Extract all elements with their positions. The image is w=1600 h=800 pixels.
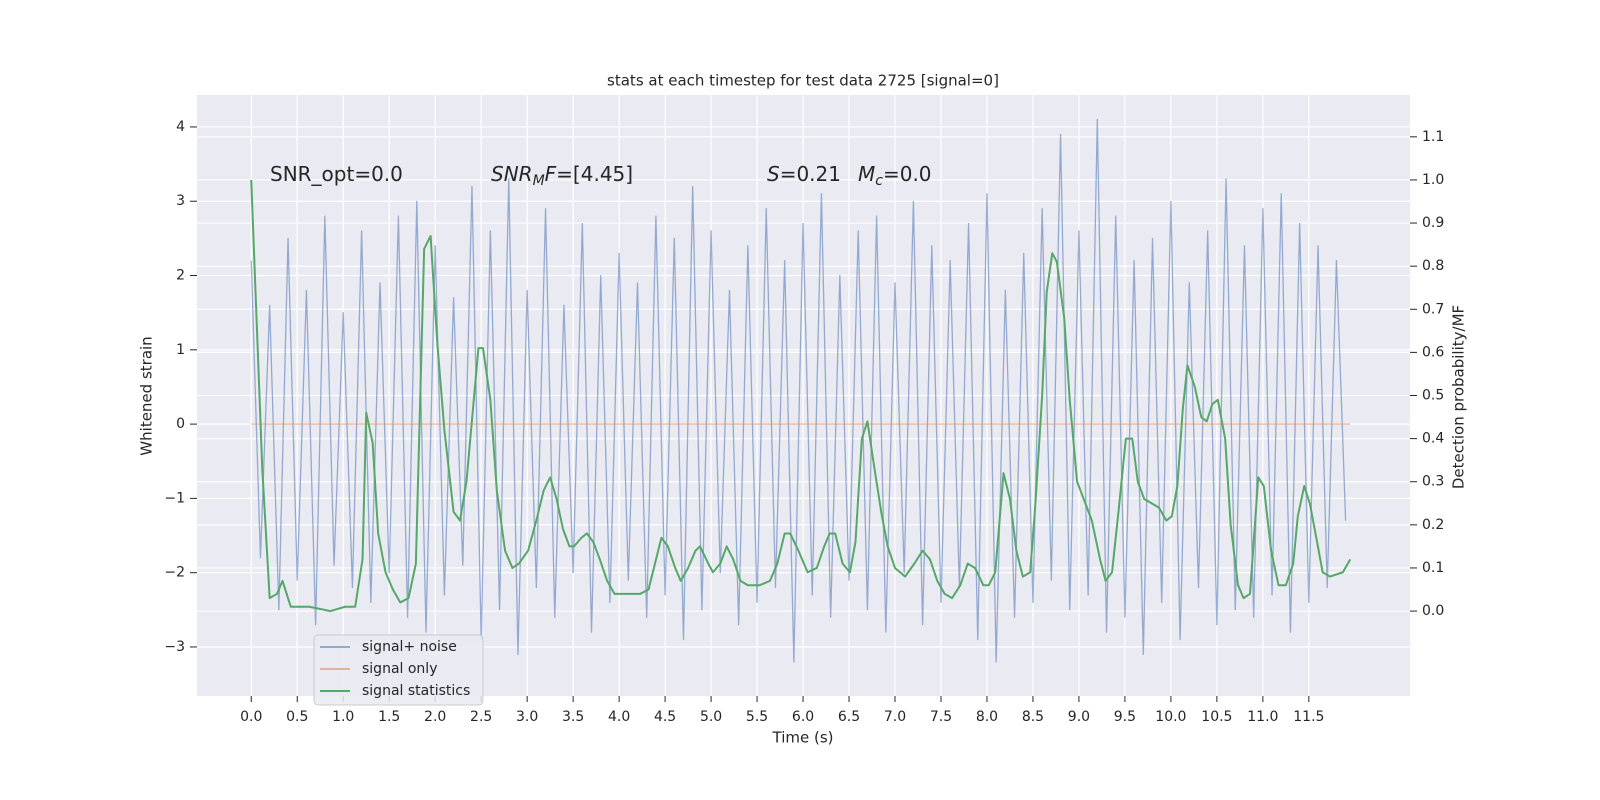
x-tick-label: 0.5 [286, 709, 308, 725]
x-tick-label: 9.5 [1114, 709, 1136, 725]
legend: signal+ noise signal only signal statistic… [313, 634, 484, 706]
x-axis-label: Time (s) [772, 729, 834, 747]
x-tick-label: 9.0 [1068, 709, 1090, 725]
y2-tick-label: 0.7 [1422, 301, 1444, 317]
y2-tick-label: 0.1 [1422, 560, 1444, 576]
y-tick-label: 4 [176, 119, 185, 135]
annotation-part: M [533, 173, 545, 189]
y-tick-label: 3 [176, 193, 185, 209]
x-tick-label: 7.5 [930, 709, 952, 725]
y2-tick-label: 0.6 [1422, 344, 1444, 360]
y-tick-label: 1 [176, 342, 185, 358]
y-axis-label: Whitened strain [138, 336, 156, 455]
x-tick-label: 6.0 [792, 709, 814, 725]
x-tick-label: 5.0 [700, 709, 722, 725]
y2-tick-label: 0.3 [1422, 474, 1444, 490]
x-tick-label: 8.0 [976, 709, 998, 725]
x-tick-label: 3.5 [562, 709, 584, 725]
y-tick-label: 0 [176, 416, 185, 432]
x-tick-label: 2.0 [424, 709, 446, 725]
annotation-part: =0.21 [780, 162, 841, 186]
x-tick-label: 6.5 [838, 709, 860, 725]
x-tick-label: 1.5 [378, 709, 400, 725]
annotation-part: S [767, 162, 780, 186]
annotation-part: =[4.45] [556, 162, 633, 186]
annotation-part: F [545, 162, 557, 186]
x-tick-label: 4.5 [654, 709, 676, 725]
y2-tick-label: 0.0 [1422, 603, 1444, 619]
legend-label: signal+ noise [362, 639, 457, 655]
y2-tick-label: 0.8 [1422, 258, 1444, 274]
annotation: S=0.21 [767, 162, 841, 186]
x-tick-label: 5.5 [746, 709, 768, 725]
x-tick-label: 11.0 [1247, 709, 1278, 725]
legend-box [313, 634, 484, 706]
y2-tick-label: 0.2 [1422, 517, 1444, 533]
legend-label: signal only [362, 661, 437, 677]
y-tick-label: 2 [176, 268, 185, 284]
line-series [250, 118, 1347, 663]
labels: 0.0 0.5 1.0 1.5 2.0 2.5 3.0 3.5 4.0 4.5 5.0 5.5 6.0 6… [164, 119, 1444, 725]
y2-tick-label: 0.5 [1422, 388, 1444, 404]
annotation-part: SNR_opt=0.0 [270, 162, 403, 186]
annotation: Mc=0.0 [858, 162, 932, 189]
x-tick-label: 2.5 [470, 709, 492, 725]
annotation-part: c [875, 173, 883, 189]
y2-tick-label: 1.0 [1422, 172, 1444, 188]
x-tick-label: 8.5 [1022, 709, 1044, 725]
legend-label: signal statistics [362, 683, 470, 699]
x-tick-label: 10.5 [1201, 709, 1232, 725]
line-series [250, 179, 1352, 613]
x-tick-label: 4.0 [608, 709, 630, 725]
x-tick-label: 10.0 [1155, 709, 1186, 725]
annotation: SNR_opt=0.0 [270, 162, 403, 186]
y2-tick-label: 0.4 [1422, 431, 1444, 447]
y2-tick-label: 0.9 [1422, 215, 1444, 231]
y-tick-label: −3 [164, 639, 185, 655]
annotation-part: M [858, 162, 875, 186]
y2-axis-label: Detection probability/MF [1450, 305, 1468, 489]
annotation: SNRMF=[4.45] [491, 162, 633, 189]
x-tick-label: 0.0 [240, 709, 262, 725]
x-tick-label: 11.5 [1293, 709, 1324, 725]
annotation-part: =0.0 [883, 162, 932, 186]
y-tick-label: −1 [164, 490, 185, 506]
x-tick-label: 7.0 [884, 709, 906, 725]
annotation-part: SNR [491, 162, 533, 186]
y2-tick-label: 1.1 [1422, 129, 1444, 145]
x-tick-label: 1.0 [332, 709, 354, 725]
x-tick-label: 3.0 [516, 709, 538, 725]
marks [250, 118, 1352, 663]
y-tick-label: −2 [164, 565, 185, 581]
chart-title: stats at each timestep for test data 272… [607, 72, 999, 90]
